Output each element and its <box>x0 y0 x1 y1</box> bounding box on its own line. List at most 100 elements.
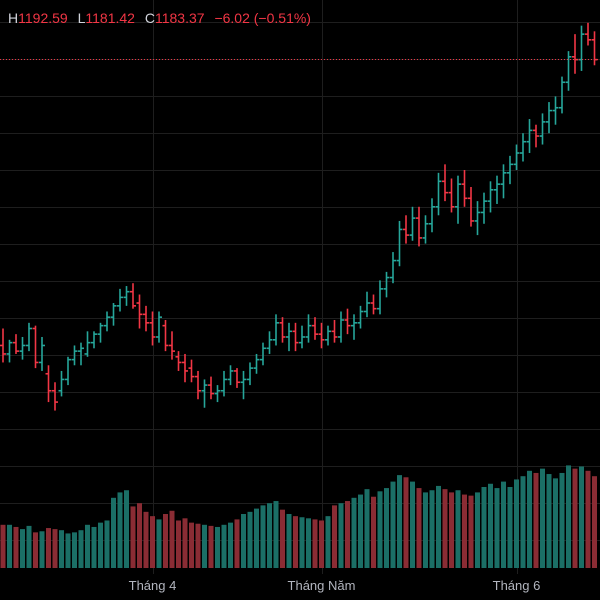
ohlc-bar <box>227 365 234 386</box>
volume-bar <box>247 511 253 568</box>
ohlc-bar <box>390 252 396 284</box>
ohlc-bar <box>214 385 221 403</box>
ohlc-bar <box>435 172 442 216</box>
volume-bar <box>215 526 220 568</box>
ohlc-bar <box>65 356 71 386</box>
volume-bar <box>176 520 181 568</box>
volume-bar <box>26 525 32 568</box>
ohlc-bar <box>286 322 292 352</box>
ohlc-bar <box>136 294 143 329</box>
ohlc-bar <box>429 198 435 233</box>
ohlc-bar <box>533 124 539 148</box>
change-value: −6.02 (−0.51%) <box>214 10 311 26</box>
volume-bar <box>351 497 357 568</box>
volume-bar <box>527 470 532 568</box>
ohlc-bar <box>143 305 149 332</box>
ohlc-bar <box>273 314 279 346</box>
volume-bar <box>7 524 12 568</box>
grid <box>0 0 600 574</box>
ohlc-bar <box>266 331 273 354</box>
ohlc-bar <box>312 317 318 340</box>
volume-bar <box>163 514 168 568</box>
ohlc-bar <box>318 322 325 349</box>
volume-bar <box>488 483 493 568</box>
ohlc-bar <box>156 311 162 343</box>
ohlc-bar <box>461 170 468 207</box>
ohlc-bar <box>552 96 559 125</box>
volume-bar <box>566 465 571 568</box>
ohlc-bar <box>559 76 565 114</box>
ohlc-bar <box>188 359 195 383</box>
volume-bar <box>33 532 38 568</box>
volume-bar <box>501 481 506 568</box>
close-label: C <box>144 10 155 26</box>
volume-bar <box>299 517 305 568</box>
ohlc-bar <box>305 314 312 343</box>
ohlc-bar <box>578 25 585 71</box>
time-axis-label: Tháng 4 <box>129 578 177 593</box>
volume-bar <box>20 529 25 568</box>
ohlc-bar <box>591 31 598 66</box>
ohlc-bar <box>364 291 370 318</box>
ohlc-bar <box>565 51 572 91</box>
low-value: 1181.42 <box>85 10 135 26</box>
high-value: 1192.59 <box>18 10 68 26</box>
ohlc-bar <box>253 353 260 374</box>
volume-bar <box>182 518 188 568</box>
high-label: H <box>8 10 19 26</box>
volume-bar <box>371 496 376 568</box>
volume-bar <box>85 524 90 568</box>
volume-bar <box>481 487 487 568</box>
volume-bar <box>169 510 175 568</box>
ohlc-bar <box>240 370 247 400</box>
ohlc-bar <box>182 353 188 383</box>
volume-bar <box>403 477 409 568</box>
volume-bar <box>39 531 45 568</box>
volume-bar <box>332 505 337 568</box>
ohlc-bar <box>572 34 578 74</box>
volume-bar <box>202 524 207 568</box>
volume-bar <box>150 516 155 568</box>
volume-bar <box>104 520 110 568</box>
ohlc-bar <box>71 345 78 366</box>
volume-bar <box>416 488 422 568</box>
volume-bar <box>130 506 136 568</box>
ohlc-bar <box>39 336 45 371</box>
volume-bar <box>579 466 584 568</box>
ohlc-bar <box>448 178 455 213</box>
ohlc-bar <box>455 175 461 224</box>
volume-bar <box>273 501 279 568</box>
volume-bar <box>221 524 227 568</box>
ohlc-bar <box>338 311 344 343</box>
ohlc-bars <box>0 22 598 411</box>
ohlc-bar <box>487 181 494 213</box>
volume-bar <box>585 470 591 568</box>
ohlc-bar <box>234 368 240 388</box>
ohlc-bar <box>123 286 130 306</box>
volume-bar <box>52 529 58 568</box>
ohlc-bar <box>299 325 305 349</box>
volume-bar <box>312 519 318 568</box>
volume-bar <box>514 479 519 568</box>
volume-bar <box>364 489 370 568</box>
volume-bar <box>533 472 539 568</box>
volume-bar <box>189 522 194 568</box>
ohlc-bar <box>84 331 91 357</box>
volume-bar <box>325 516 331 568</box>
volume-bar <box>137 503 142 568</box>
ohlc-bar <box>221 370 227 397</box>
volume-bar <box>267 503 272 568</box>
ohlc-bar <box>13 334 19 354</box>
volume-bar <box>156 519 162 568</box>
ohlc-bar <box>208 376 214 400</box>
ohlc-bar <box>344 308 351 335</box>
volume-bar <box>592 476 597 568</box>
volume-bar <box>241 514 246 568</box>
volume-bar <box>520 476 526 568</box>
ohlc-bar <box>539 113 546 145</box>
ohlc-bar <box>0 328 6 363</box>
volume-bar <box>59 530 64 568</box>
volume-bar <box>429 490 435 568</box>
volume-bar <box>462 494 467 568</box>
